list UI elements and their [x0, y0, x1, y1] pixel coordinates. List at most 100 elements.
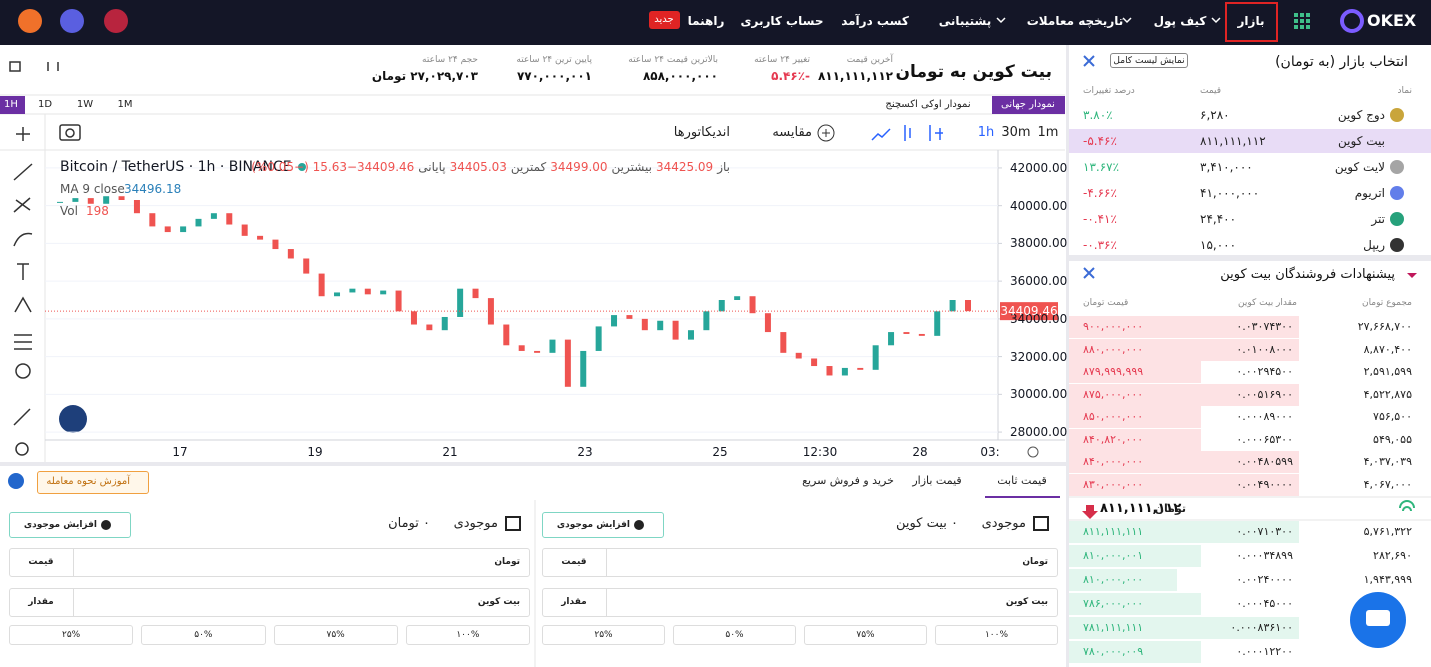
trade-tab[interactable]: قیمت بازار: [912, 474, 962, 487]
market-name[interactable]: بیت کوین: [1338, 134, 1385, 148]
list-button[interactable]: [1110, 53, 1188, 68]
percent-text[interactable]: ۱۰۰%: [456, 630, 480, 640]
deposit-text[interactable]: افزایش موجودی: [23, 520, 97, 530]
compare-icon: [822, 129, 830, 137]
stat-label: آخرین قیمت: [846, 55, 893, 65]
stat-label: بالاترین قیمت ۲۴ ساعته: [628, 55, 718, 65]
candle: [903, 332, 910, 334]
ohlc-label: باز: [717, 160, 730, 174]
candle: [303, 258, 310, 274]
percent-button[interactable]: [141, 625, 266, 645]
candle: [287, 249, 294, 259]
percent-text[interactable]: ۷۵%: [856, 630, 875, 640]
bid-price: ۸۱۰,۰۰۰,۰۰۰: [1083, 573, 1144, 586]
nav-item[interactable]: کسب درآمد: [841, 14, 909, 28]
nav-item[interactable]: تاریخچه معاملات: [1026, 14, 1124, 28]
bid-price: ۷۸۰,۰۰۰,۰۰۹: [1083, 645, 1144, 658]
compare-button[interactable]: مقایسه: [772, 125, 812, 140]
percent-text[interactable]: ۵۰%: [725, 630, 744, 640]
ask-price: ۸۵۰,۰۰۰,۰۰۰: [1083, 410, 1144, 423]
input-field[interactable]: [9, 588, 530, 617]
ask-price: ۸۸۰,۰۰۰,۰۰۰: [1083, 342, 1144, 356]
candle: [888, 332, 895, 346]
tutorial-text[interactable]: آموزش نحوه معامله: [46, 476, 130, 487]
chart-tab[interactable]: نمودار جهانی: [1001, 99, 1055, 110]
percent-text[interactable]: ۱۰۰%: [984, 630, 1009, 640]
market-name[interactable]: اتریوم: [1354, 186, 1385, 200]
market-name[interactable]: لایت کوین: [1334, 160, 1385, 174]
depth-bar: [1069, 316, 1299, 338]
candle: [226, 213, 233, 225]
interval-active[interactable]: [0, 96, 25, 114]
deposit-button[interactable]: [9, 512, 131, 538]
compare-icon: [817, 124, 835, 142]
trade-tab[interactable]: قیمت ثابت: [997, 474, 1047, 487]
market-name[interactable]: تتر: [1371, 212, 1385, 226]
logo-mark: [1340, 9, 1364, 33]
indicators-button[interactable]: اندیکاتورها: [673, 125, 730, 140]
badge: [649, 11, 680, 29]
input-field[interactable]: [542, 548, 1058, 577]
wallet-icon: [1033, 516, 1049, 531]
nav-item[interactable]: بازار: [1237, 14, 1265, 28]
list-button-text[interactable]: نمایش لیست کامل: [1113, 56, 1185, 66]
ohlc-value: 34499.00: [550, 160, 608, 174]
candle: [257, 235, 264, 240]
percent-text[interactable]: ۲۵%: [62, 630, 81, 640]
divider: [1068, 255, 1431, 261]
tutorial-button[interactable]: [37, 471, 149, 494]
percent-button[interactable]: [405, 625, 530, 645]
tab-underline: [985, 496, 1060, 498]
market-name[interactable]: دوج کوین: [1337, 108, 1385, 122]
depth-bar: [1069, 545, 1201, 567]
percent-button[interactable]: [9, 625, 134, 645]
percent-button[interactable]: [673, 625, 796, 645]
input-field[interactable]: [9, 548, 530, 577]
nav-item[interactable]: پشتیبانی: [938, 14, 992, 28]
column-header: درصد تغییرات: [1083, 86, 1135, 96]
nav-item[interactable]: حساب کاربری: [740, 14, 824, 28]
timeframe[interactable]: 30m: [1001, 125, 1031, 140]
input-label-cell: [9, 588, 74, 617]
timeframe[interactable]: 1m: [1037, 125, 1059, 140]
percent-button[interactable]: [273, 625, 398, 645]
timeframe[interactable]: 1h: [977, 125, 995, 140]
candle: [918, 333, 925, 336]
ask-total: ۴,۰۳۷,۰۳۹: [1363, 455, 1412, 468]
stat-label: تغییر ۲۴ ساعته: [754, 55, 810, 65]
deposit-text[interactable]: افزایش موجودی: [556, 520, 630, 530]
chart-tab[interactable]: نمودار اوکی اکسچنج: [885, 99, 971, 110]
nav-item[interactable]: راهنما: [687, 14, 725, 28]
percent-text[interactable]: ۵۰%: [194, 630, 213, 640]
market-name[interactable]: ریپل: [1363, 238, 1385, 252]
percent-button[interactable]: [935, 625, 1058, 645]
input-field[interactable]: [542, 588, 1058, 617]
percent-text[interactable]: ۲۵%: [594, 630, 613, 640]
field-unit: تومان: [494, 557, 520, 567]
ask-price: ۹۰۰,۰۰۰,۰۰۰: [1083, 320, 1144, 333]
deposit-button[interactable]: [542, 512, 664, 538]
logo-text: OKEX: [1367, 11, 1417, 30]
field-unit: بیت کوین: [477, 597, 520, 607]
candle: [334, 292, 341, 297]
ask-price: ۸۴۰,۰۰۰,۰۰۰: [1083, 455, 1144, 468]
nav-item[interactable]: کیف پول: [1153, 14, 1207, 28]
interval[interactable]: 1H: [4, 99, 18, 110]
ask-price: ۸۷۹,۹۹۹,۹۹۹: [1083, 365, 1144, 378]
tab-active[interactable]: [992, 96, 1065, 114]
column-header: نماد: [1397, 86, 1412, 96]
candle: [611, 315, 618, 327]
signal-icon: [1399, 500, 1415, 512]
input-label-cell: [542, 548, 607, 577]
icon: [60, 9, 84, 33]
percent-text[interactable]: ۷۵%: [326, 630, 345, 640]
interval[interactable]: 1D: [37, 99, 53, 110]
trade-tab[interactable]: خرید و فروش سریع: [802, 474, 894, 487]
interval[interactable]: 1W: [76, 99, 94, 110]
percent-button[interactable]: [804, 625, 927, 645]
ohlc-value: 34425.09: [655, 160, 714, 174]
x-tick-label: 12:30: [802, 445, 838, 459]
stat-value: ۸۵۸,۰۰۰,۰۰۰: [642, 69, 718, 83]
interval[interactable]: 1M: [117, 99, 133, 110]
percent-button[interactable]: [542, 625, 665, 645]
